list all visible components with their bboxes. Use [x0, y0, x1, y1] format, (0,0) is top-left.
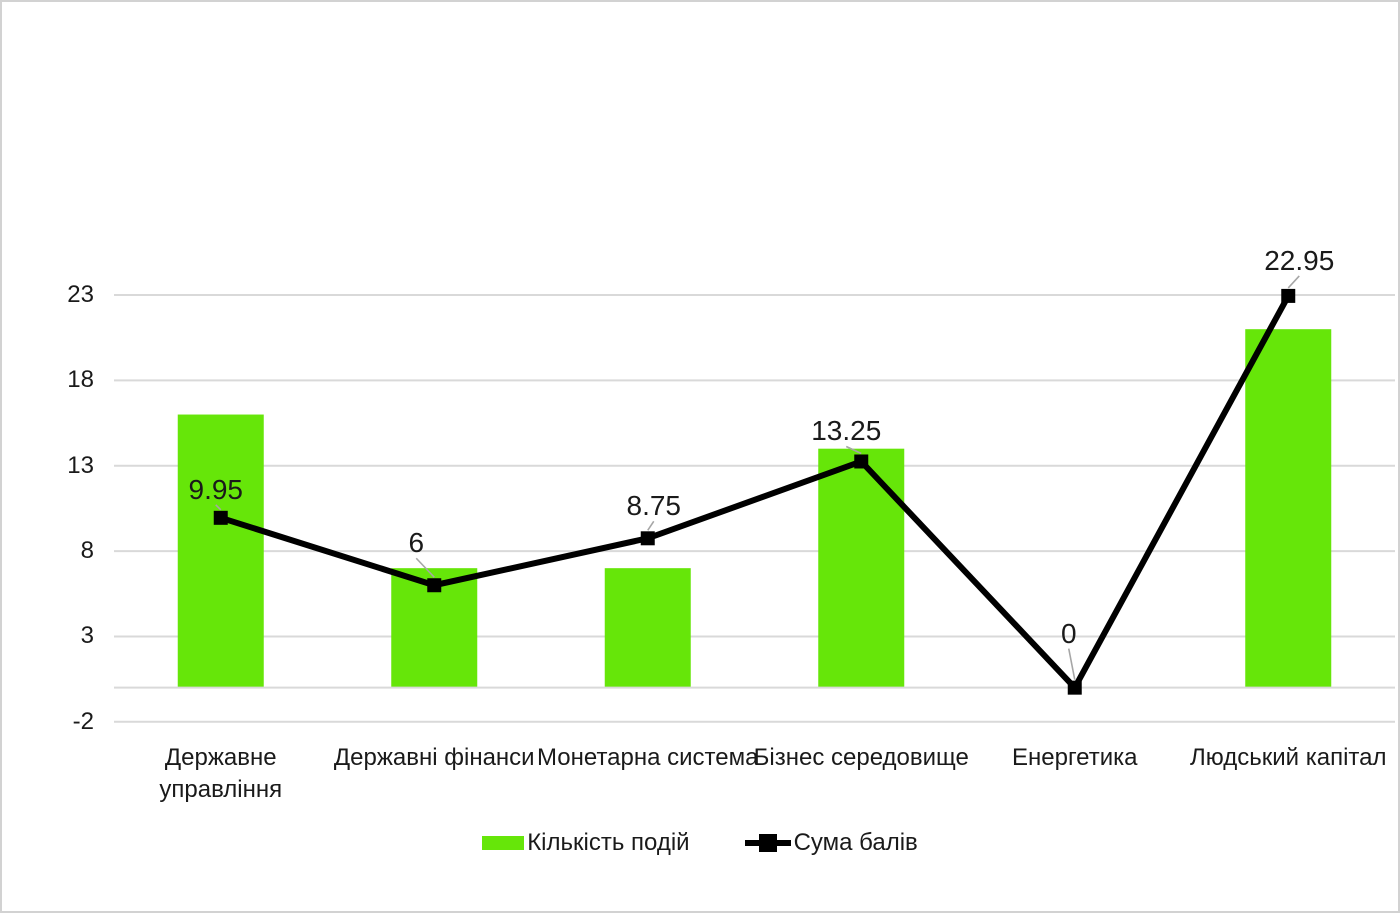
- data-label: 13.25: [811, 415, 882, 447]
- y-tick-label: 23: [67, 281, 94, 309]
- line-marker-1: [427, 578, 442, 593]
- x-category-label: Енергетика: [1011, 744, 1138, 771]
- line-marker-2: [640, 531, 655, 546]
- bar-series-swatch-icon: [482, 836, 525, 850]
- leader-line: [1287, 275, 1300, 289]
- data-label: 8.75: [626, 490, 682, 522]
- x-category-label: Людський капітал: [1190, 744, 1387, 771]
- x-category-label: Державне управління: [159, 744, 283, 803]
- line-marker-4: [1067, 680, 1082, 695]
- bar-2: [604, 568, 691, 688]
- leader-line: [845, 445, 862, 455]
- line-series-swatch-icon: [744, 833, 791, 853]
- legend-label-events: Кількість подій: [527, 829, 690, 856]
- y-tick-label: 3: [80, 622, 94, 650]
- leader-line: [647, 520, 655, 531]
- data-label: 6: [408, 527, 425, 559]
- bar-5: [1245, 329, 1332, 688]
- y-tick-label: 13: [67, 451, 94, 479]
- y-tick-label: 18: [67, 366, 94, 394]
- legend: Кількість подій Сума балів: [2, 828, 1398, 858]
- legend-item-events: Кількість подій: [482, 828, 690, 858]
- data-label: 9.95: [188, 473, 244, 505]
- line-marker-5: [1281, 288, 1296, 303]
- data-label: 0: [1060, 617, 1077, 649]
- leader-line: [415, 557, 435, 578]
- legend-label-score: Сума балів: [793, 829, 918, 856]
- leader-line: [1067, 648, 1076, 680]
- x-category-label: Бізнес середовище: [753, 744, 969, 771]
- line-marker-0: [213, 510, 228, 525]
- line-series: [219, 294, 1291, 693]
- leader-line: [215, 504, 222, 511]
- y-tick-label: -2: [72, 707, 94, 735]
- data-label: 22.95: [1264, 244, 1335, 276]
- legend-item-score: Сума балів: [744, 828, 918, 858]
- line-marker-3: [854, 454, 869, 469]
- y-tick-label: 8: [80, 537, 94, 565]
- x-category-label: Державні фінанси: [333, 744, 535, 771]
- x-category-label: Монетарна система: [537, 744, 759, 771]
- bar-0: [177, 414, 264, 688]
- bar-3: [818, 448, 905, 688]
